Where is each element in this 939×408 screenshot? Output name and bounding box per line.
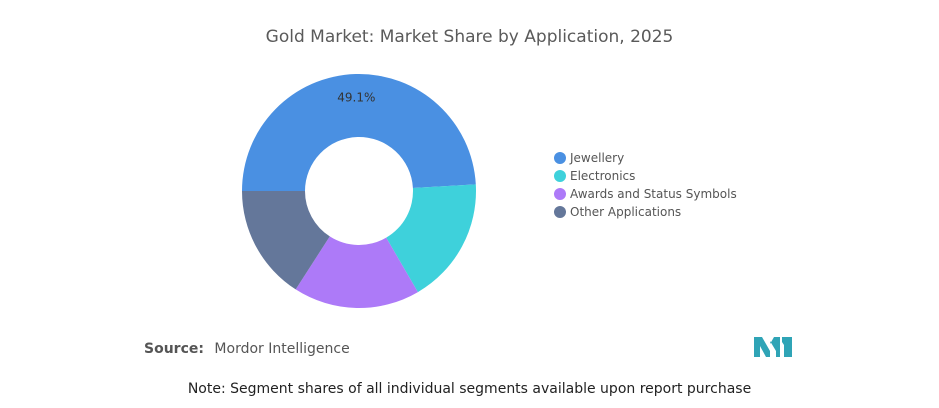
donut-slice-awards-and-status-symbols[interactable]: [295, 236, 418, 309]
legend-label: Electronics: [570, 169, 636, 183]
legend-item-electronics[interactable]: Electronics: [554, 167, 737, 185]
chart-legend: Jewellery Electronics Awards and Status …: [554, 149, 737, 221]
donut-slice-other-applications[interactable]: [242, 191, 330, 290]
mordor-intelligence-logo-icon: [754, 337, 792, 357]
legend-item-awards[interactable]: Awards and Status Symbols: [554, 185, 737, 203]
legend-swatch: [554, 188, 566, 200]
footnote: Note: Segment shares of all individual s…: [187, 381, 752, 397]
chart-title: Gold Market: Market Share by Application…: [265, 27, 674, 47]
source-line: Source: Mordor Intelligence: [144, 341, 350, 357]
legend-swatch: [554, 206, 566, 218]
legend-label: Jewellery: [570, 151, 625, 165]
source-label: Source:: [144, 341, 204, 357]
legend-item-other[interactable]: Other Applications: [554, 203, 737, 221]
donut-slice-electronics[interactable]: [386, 184, 476, 293]
source-text: Mordor Intelligence: [214, 341, 350, 357]
legend-swatch: [554, 152, 566, 164]
donut-slice-jewellery[interactable]: [242, 73, 476, 191]
legend-item-jewellery[interactable]: Jewellery: [554, 149, 737, 167]
legend-label: Other Applications: [570, 205, 682, 219]
data-label: 49.1%: [337, 91, 375, 105]
legend-swatch: [554, 170, 566, 182]
legend-label: Awards and Status Symbols: [570, 187, 737, 201]
